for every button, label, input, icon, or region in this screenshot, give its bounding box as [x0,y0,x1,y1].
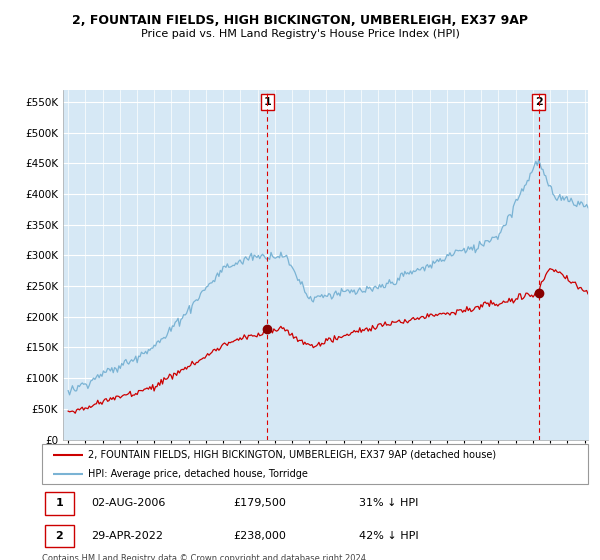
Text: 42% ↓ HPI: 42% ↓ HPI [359,531,418,541]
Text: 1: 1 [263,97,271,107]
Text: 31% ↓ HPI: 31% ↓ HPI [359,498,418,508]
Text: HPI: Average price, detached house, Torridge: HPI: Average price, detached house, Torr… [88,469,308,479]
Text: £179,500: £179,500 [233,498,286,508]
Text: 29-APR-2022: 29-APR-2022 [91,531,163,541]
Text: 02-AUG-2006: 02-AUG-2006 [91,498,166,508]
Text: £238,000: £238,000 [233,531,286,541]
Text: 2: 2 [535,97,542,107]
Text: 1: 1 [56,498,64,508]
Text: 2, FOUNTAIN FIELDS, HIGH BICKINGTON, UMBERLEIGH, EX37 9AP (detached house): 2, FOUNTAIN FIELDS, HIGH BICKINGTON, UMB… [88,450,497,460]
Text: 2: 2 [56,531,64,541]
Text: 2, FOUNTAIN FIELDS, HIGH BICKINGTON, UMBERLEIGH, EX37 9AP: 2, FOUNTAIN FIELDS, HIGH BICKINGTON, UMB… [72,14,528,27]
Bar [45,492,74,515]
Bar [45,525,74,547]
Text: Price paid vs. HM Land Registry's House Price Index (HPI): Price paid vs. HM Land Registry's House … [140,29,460,39]
Text: Contains HM Land Registry data © Crown copyright and database right 2024.
This d: Contains HM Land Registry data © Crown c… [42,554,368,560]
